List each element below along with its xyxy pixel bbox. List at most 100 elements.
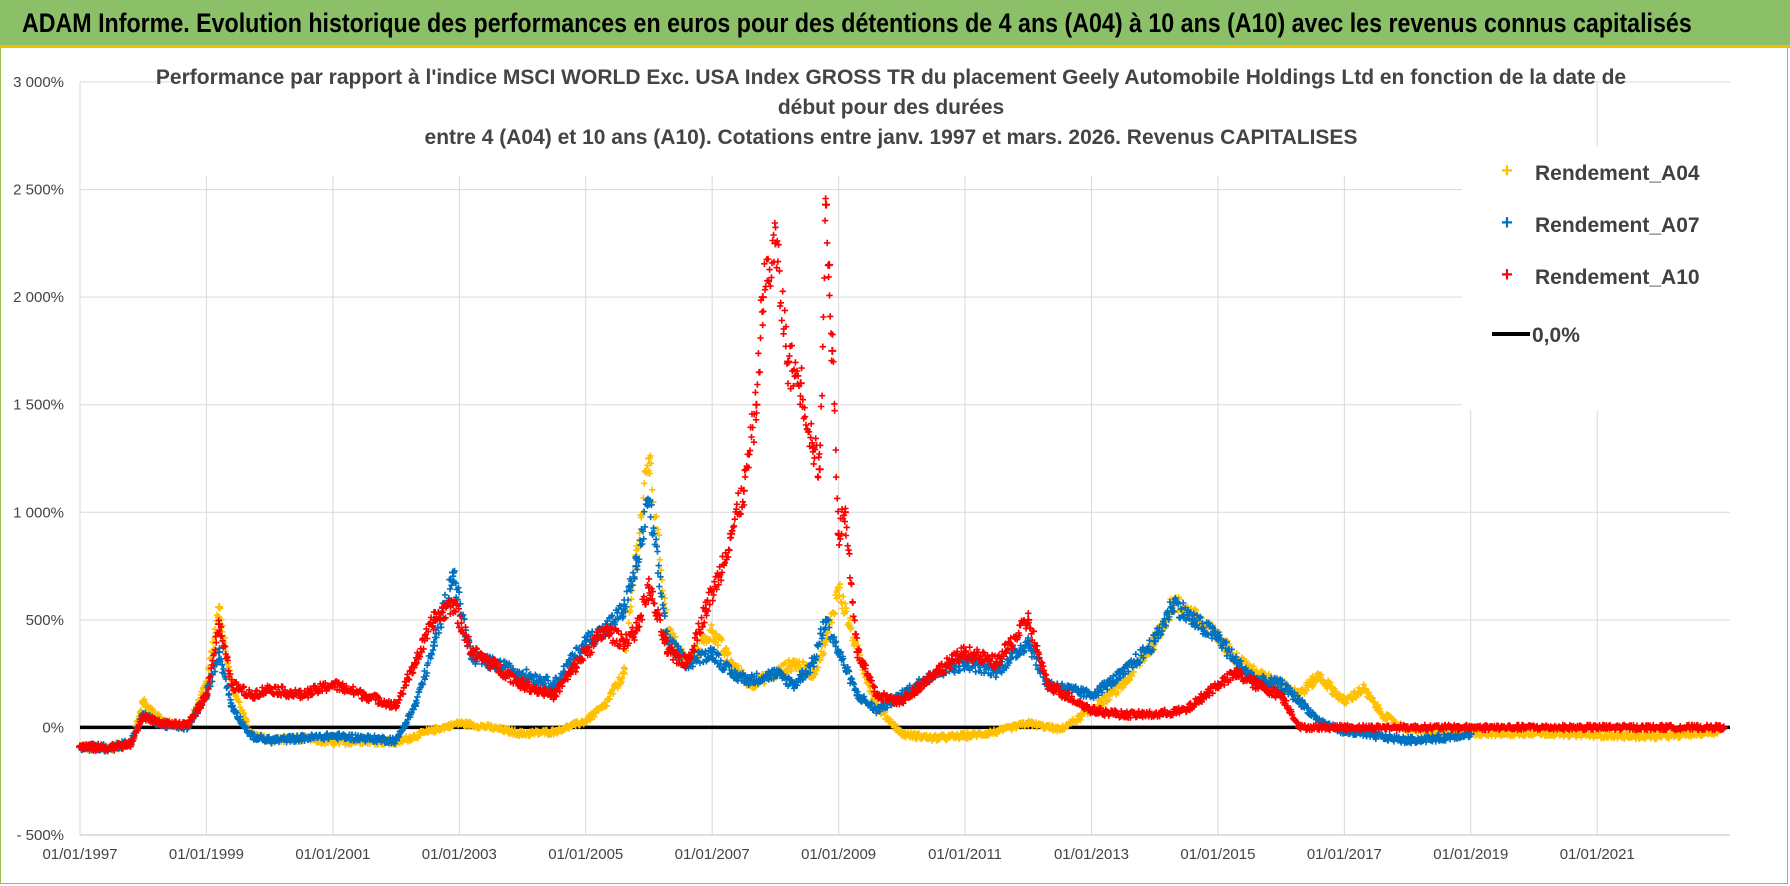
data-series xyxy=(76,195,1730,755)
data-point-a07 xyxy=(1403,736,1412,745)
data-point-a10 xyxy=(796,379,805,388)
legend: + Rendement_A04 + Rendement_A07 + Rendem… xyxy=(1462,146,1730,410)
data-point-a04 xyxy=(581,716,590,725)
series-a04 xyxy=(76,452,1722,755)
y-tick-label: 500% xyxy=(26,612,64,629)
x-tick-label: 01/01/2013 xyxy=(1054,846,1129,863)
data-point-a04 xyxy=(1055,725,1064,734)
data-point-a10 xyxy=(265,684,274,693)
y-tick-label: 1 000% xyxy=(13,504,64,521)
series-a10 xyxy=(76,195,1728,755)
y-tick-label: 0% xyxy=(42,719,64,736)
data-point-a04 xyxy=(1561,729,1570,738)
data-point-a04 xyxy=(1024,719,1033,728)
data-point-a07 xyxy=(1213,633,1222,642)
data-point-a10 xyxy=(486,658,495,667)
legend-marker-a07: + xyxy=(1501,212,1513,234)
data-point-a07 xyxy=(246,732,255,741)
x-tick-label: 01/01/2017 xyxy=(1307,846,1382,863)
data-point-a10 xyxy=(825,260,834,269)
data-point-a07 xyxy=(392,736,401,745)
data-point-a04 xyxy=(1359,684,1368,693)
data-point-a10 xyxy=(448,598,457,607)
data-point-a07 xyxy=(853,691,862,700)
data-point-a07 xyxy=(360,734,369,743)
gridlines xyxy=(79,81,1730,836)
data-point-a07 xyxy=(834,648,843,657)
data-point-a07 xyxy=(644,497,653,506)
series-a07 xyxy=(76,495,1475,755)
legend-label-zero: 0,0% xyxy=(1532,324,1580,347)
data-point-a10 xyxy=(1062,691,1071,700)
data-point-a04 xyxy=(600,701,609,710)
data-point-a10 xyxy=(411,658,420,667)
data-point-a10 xyxy=(101,743,110,752)
data-point-a10 xyxy=(1251,680,1260,689)
data-point-a07 xyxy=(1119,669,1128,678)
data-point-a07 xyxy=(215,648,224,657)
data-point-a10 xyxy=(1403,723,1412,732)
data-point-a07 xyxy=(411,701,420,710)
data-point-a10 xyxy=(76,742,84,751)
x-tick-label: 01/01/2007 xyxy=(675,846,750,863)
data-point-a10 xyxy=(1277,691,1286,700)
data-point-a10 xyxy=(897,697,906,706)
data-point-a07 xyxy=(632,562,641,571)
data-point-a10 xyxy=(1232,669,1241,678)
data-point-a04 xyxy=(961,732,970,741)
data-point-a10 xyxy=(1593,723,1602,732)
data-point-a10 xyxy=(682,658,691,667)
data-point-a10 xyxy=(758,293,767,302)
data-point-a10 xyxy=(158,719,167,728)
chart-title-line-3: entre 4 (A04) et 10 ans (A10). Cotations… xyxy=(425,126,1358,149)
data-point-a07 xyxy=(727,669,736,678)
data-point-a10 xyxy=(1656,723,1665,732)
data-point-a07 xyxy=(448,568,457,577)
data-point-a10 xyxy=(183,721,192,730)
data-point-a10 xyxy=(1119,710,1128,719)
data-point-a10 xyxy=(1296,723,1305,732)
y-tick-label: 1 500% xyxy=(13,397,64,414)
data-point-a10 xyxy=(809,443,818,452)
data-point-a04 xyxy=(455,719,464,728)
data-point-a04 xyxy=(1315,671,1324,680)
chart-title-background xyxy=(175,58,1595,176)
data-point-a10 xyxy=(1466,723,1475,732)
data-point-a10 xyxy=(581,648,590,657)
y-tick-label: - 500% xyxy=(16,827,64,844)
data-point-a10 xyxy=(467,648,476,657)
x-tick-label: 01/01/2009 xyxy=(801,846,876,863)
data-point-a10 xyxy=(663,648,672,657)
series-markers-a04 xyxy=(76,452,1721,755)
banner-title: ADAM Informe. Evolution historique des p… xyxy=(22,8,1692,38)
data-point-a10 xyxy=(202,691,211,700)
data-point-a07 xyxy=(297,734,306,743)
data-point-a10 xyxy=(834,529,843,538)
data-point-a10 xyxy=(992,658,1001,667)
x-tick-label: 01/01/1997 xyxy=(42,846,117,863)
data-point-a07 xyxy=(227,701,236,710)
data-point-a04 xyxy=(139,697,148,706)
data-point-a10 xyxy=(246,691,255,700)
data-point-a10 xyxy=(821,200,830,209)
data-point-a10 xyxy=(815,465,824,474)
data-point-a04 xyxy=(834,583,843,592)
data-point-a07 xyxy=(430,641,439,650)
data-point-a04 xyxy=(708,626,717,635)
x-tick-label: 01/01/1999 xyxy=(169,846,244,863)
data-point-a07 xyxy=(821,615,830,624)
data-point-a07 xyxy=(619,605,628,614)
data-point-a04 xyxy=(486,723,495,732)
data-point-a10 xyxy=(739,486,748,495)
data-point-a07 xyxy=(790,680,799,689)
data-point-a04 xyxy=(929,734,938,743)
data-point-a10 xyxy=(328,680,337,689)
chart-title-line-2: début pour des durées xyxy=(778,96,1004,119)
data-point-a10 xyxy=(840,508,849,517)
data-point-a04 xyxy=(644,454,653,463)
y-tick-label: 3 000% xyxy=(13,74,64,91)
data-point-a04 xyxy=(897,729,906,738)
data-point-a10 xyxy=(1530,723,1539,732)
data-point-a10 xyxy=(828,346,837,355)
data-point-a07 xyxy=(1232,658,1241,667)
